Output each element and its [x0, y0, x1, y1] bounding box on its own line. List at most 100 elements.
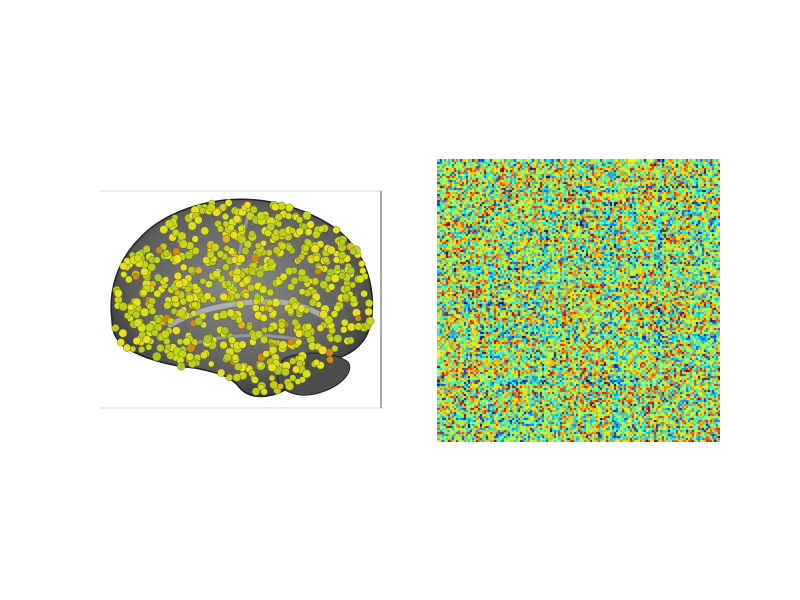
brain-node	[156, 343, 165, 353]
brain-node	[266, 306, 274, 313]
brain-node	[153, 273, 163, 282]
brain-node	[291, 302, 300, 310]
brain-node	[250, 253, 260, 262]
brain-node	[298, 253, 305, 261]
brain-node	[287, 338, 295, 346]
brain-node	[184, 285, 192, 293]
brain-node	[316, 324, 325, 332]
brain-node	[219, 203, 228, 212]
brain-node	[338, 251, 347, 260]
brain-node	[167, 317, 175, 325]
brain-node	[182, 337, 191, 346]
brain-node	[358, 260, 366, 268]
brain-nodes	[111, 199, 375, 396]
brain-node	[219, 310, 229, 320]
brain-node	[243, 201, 252, 209]
brain-node	[294, 378, 302, 385]
brain-node	[330, 273, 340, 283]
brain-node	[191, 247, 200, 255]
brain-node	[235, 316, 243, 324]
brain-node	[295, 360, 303, 368]
brain-node	[223, 352, 232, 362]
sulcus-temporal	[189, 333, 301, 347]
brain-node	[233, 362, 242, 371]
brain-node	[289, 374, 297, 382]
brain-node	[314, 267, 322, 276]
brain-node	[278, 242, 287, 251]
brain-node	[260, 240, 267, 247]
brain-node	[222, 220, 230, 228]
brain-node	[186, 343, 196, 353]
brain-node	[173, 271, 183, 281]
brain-node	[249, 205, 258, 214]
brain-node	[116, 338, 125, 347]
brain-node	[332, 256, 341, 264]
brain-node	[113, 289, 123, 298]
brain-node	[305, 239, 313, 247]
brain-node	[153, 256, 161, 264]
brain-node	[327, 283, 336, 291]
brain-node	[306, 220, 315, 229]
brain-node	[134, 254, 142, 262]
brain-render-image	[100, 190, 382, 409]
brain-node	[166, 351, 175, 360]
brain-node	[302, 211, 312, 221]
brain-node	[191, 301, 199, 309]
brain-node	[319, 309, 328, 319]
brain-node	[308, 298, 318, 307]
brain-node	[118, 328, 128, 338]
brain-node	[286, 307, 295, 315]
brain-node	[118, 302, 128, 312]
brain-node	[148, 307, 157, 315]
brain-node	[194, 317, 203, 326]
brain-node	[200, 351, 209, 360]
brain-node	[133, 318, 143, 328]
brain-render-panel	[100, 190, 382, 410]
brain-node	[203, 292, 212, 301]
brain-node	[221, 234, 231, 244]
brain-node	[248, 230, 256, 237]
brain-node	[111, 324, 120, 332]
brain-node	[142, 335, 152, 344]
brain-node	[298, 288, 306, 296]
brain-node	[269, 345, 278, 355]
brain-node	[216, 250, 225, 258]
brain-node	[275, 278, 283, 286]
brain-node	[319, 280, 329, 289]
brain-node	[206, 251, 215, 259]
brain-node	[185, 294, 195, 303]
brain-node	[327, 335, 335, 343]
brain-node	[238, 280, 246, 288]
brain-node	[132, 336, 141, 345]
brain-node	[256, 211, 266, 221]
brain-node	[266, 222, 275, 232]
brain-node	[331, 345, 339, 353]
brain-node	[202, 256, 211, 265]
brain-node	[163, 301, 172, 310]
brain-node	[123, 343, 132, 352]
brain-node	[285, 267, 294, 276]
brain-node	[275, 220, 283, 228]
brain-node	[159, 225, 169, 234]
brain-node	[279, 272, 288, 281]
brain-node	[190, 310, 198, 317]
brain-node	[346, 322, 356, 332]
brain-node	[236, 300, 245, 309]
brain-node	[278, 321, 286, 329]
brain-node	[295, 227, 304, 236]
brain-node	[216, 225, 224, 233]
brain-node	[154, 316, 162, 324]
brain-node	[217, 368, 226, 377]
brain-node	[302, 369, 312, 379]
brain-node	[251, 387, 261, 396]
brain-node	[238, 340, 247, 349]
brain-node	[198, 207, 206, 215]
brain-node	[211, 243, 220, 252]
brain-node	[226, 308, 236, 318]
brain-node	[145, 323, 154, 332]
brain-node	[261, 326, 268, 334]
brain-node	[259, 314, 268, 322]
brain-node	[178, 239, 188, 249]
brain-node	[277, 383, 284, 390]
brain-node	[184, 250, 194, 260]
